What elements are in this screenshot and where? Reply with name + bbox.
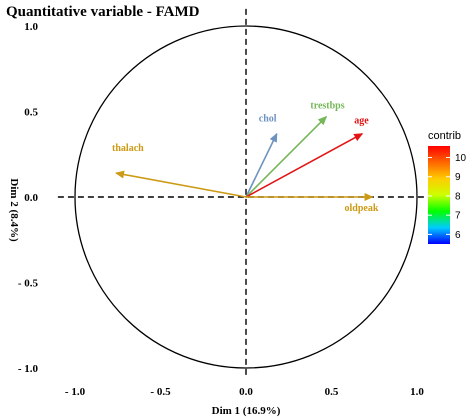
y-tick-label: 0.0 [24,192,38,204]
x-tick-label: 0.0 [239,386,253,398]
chart-title: Quantitative variable - FAMD [6,4,200,20]
variable-labels: thalach chol trestbps age oldpeak [112,101,379,214]
x-tick-label: 1.0 [410,386,424,398]
arrow-thalach [115,170,247,198]
legend-ticks: 10 9 8 7 6 [428,153,467,241]
y-tick-label: - 0.5 [18,278,39,290]
arrow-age [245,133,364,198]
legend-tick-label: 7 [455,211,461,222]
y-tick-label: - 1.0 [18,363,39,375]
x-axis-label: Dim 1 (16.9%) [212,405,281,417]
x-tick-label: 0.5 [325,386,339,398]
x-tick-labels: - 1.0 - 0.5 0.0 0.5 1.0 [65,386,424,398]
x-tick-label: - 0.5 [150,386,171,398]
y-tick-labels: 1.0 0.5 0.0 - 0.5 - 1.0 [18,21,39,375]
arrow-trestbps [245,115,328,198]
label-trestbps: trestbps [310,101,344,112]
y-tick-label: 1.0 [24,21,38,33]
label-chol: chol [259,114,277,125]
axes-layer [57,8,435,377]
label-age: age [354,116,369,127]
y-tick-label: 0.5 [24,107,38,119]
label-thalach: thalach [112,143,144,154]
legend-colorbar [428,146,450,244]
y-axis-label: Dim 2 (8.4%) [8,178,20,242]
legend-tick-label: 8 [455,191,461,202]
legend-title: contrib [428,130,461,142]
variable-arrows [115,115,374,201]
contrib-legend: contrib 10 9 8 7 6 [428,130,467,244]
legend-tick-label: 9 [455,172,461,183]
legend-tick-label: 6 [455,230,461,241]
arrow-chol [245,132,278,198]
label-oldpeak: oldpeak [345,203,379,214]
x-tick-label: - 1.0 [65,386,86,398]
legend-tick-label: 10 [455,153,467,164]
unit-circle [74,25,418,369]
